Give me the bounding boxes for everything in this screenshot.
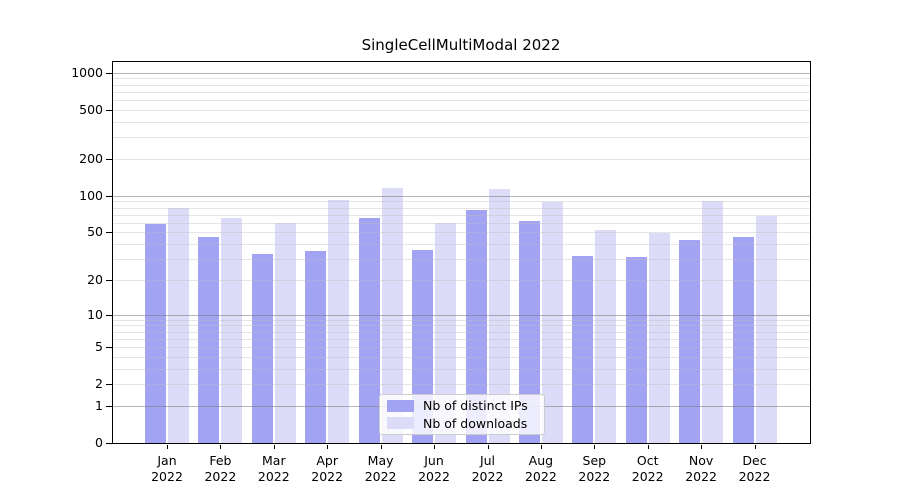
y-tick-10 bbox=[106, 314, 112, 316]
y-tick-label-20: 20 bbox=[87, 271, 103, 287]
bar-distinct-ips-oct bbox=[625, 257, 647, 443]
y-tick-2 bbox=[106, 384, 112, 386]
bar-distinct-ips-may bbox=[358, 217, 380, 443]
y-tick-20 bbox=[106, 279, 112, 281]
bar-distinct-ips-feb bbox=[198, 236, 220, 443]
plot-area bbox=[112, 61, 811, 444]
legend-swatch-distinct-ips bbox=[387, 399, 414, 412]
x-tick-apr bbox=[327, 445, 329, 449]
x-tick-feb bbox=[220, 445, 222, 449]
bar-downloads-aug bbox=[541, 201, 563, 443]
y-tick-label-5: 5 bbox=[95, 339, 103, 354]
x-tick-label-jun: Jun 2022 bbox=[418, 453, 450, 484]
x-tick-label-mar: Mar 2022 bbox=[257, 453, 290, 484]
bar-distinct-ips-mar bbox=[251, 254, 273, 443]
x-tick-label-dec: Dec 2022 bbox=[738, 453, 771, 484]
x-tick-jul bbox=[487, 445, 489, 449]
bar-downloads-mar bbox=[274, 222, 296, 443]
x-tick-may bbox=[380, 445, 382, 449]
y-tick-label-10: 10 bbox=[87, 306, 103, 322]
y-tick-100 bbox=[106, 195, 112, 197]
y-tick-200 bbox=[106, 158, 112, 160]
y-tick-label-1: 1 bbox=[95, 397, 103, 413]
bar-distinct-ips-nov bbox=[679, 240, 701, 443]
y-tick-label-2: 2 bbox=[95, 376, 103, 392]
x-tick-label-jul: Jul 2022 bbox=[471, 453, 504, 484]
bar-downloads-apr bbox=[328, 200, 350, 443]
bar-downloads-oct bbox=[648, 233, 670, 443]
y-tick-1 bbox=[106, 405, 112, 407]
x-tick-aug bbox=[540, 445, 542, 449]
x-tick-sep bbox=[594, 445, 596, 449]
x-tick-label-feb: Feb 2022 bbox=[204, 453, 237, 484]
bar-downloads-jun bbox=[435, 222, 456, 443]
y-tick-1000 bbox=[106, 72, 112, 74]
bar-distinct-ips-jan bbox=[145, 224, 166, 443]
legend-item-downloads: Nb of downloads bbox=[387, 416, 544, 431]
x-tick-jun bbox=[434, 445, 435, 449]
y-tick-500 bbox=[106, 109, 112, 111]
x-tick-dec bbox=[754, 445, 756, 449]
bar-downloads-jul bbox=[488, 188, 510, 443]
y-tick-label-100: 100 bbox=[79, 187, 103, 203]
x-tick-label-may: May 2022 bbox=[364, 453, 397, 484]
y-tick-label-0: 0 bbox=[95, 435, 103, 450]
legend-swatch-downloads bbox=[387, 417, 414, 430]
x-tick-label-sep: Sep 2022 bbox=[578, 453, 611, 484]
x-tick-label-nov: Nov 2022 bbox=[685, 453, 717, 484]
bar-distinct-ips-dec bbox=[732, 236, 754, 443]
chart-title: SingleCellMultiModal 2022 bbox=[361, 36, 561, 54]
x-tick-label-oct: Oct 2022 bbox=[631, 453, 664, 484]
bar-distinct-ips-jul bbox=[465, 209, 487, 443]
bar-distinct-ips-sep bbox=[572, 255, 594, 443]
x-tick-jan bbox=[167, 445, 168, 449]
y-tick-label-500: 500 bbox=[79, 101, 103, 117]
legend-item-distinct-ips: Nb of distinct IPs bbox=[387, 398, 544, 413]
legend: Nb of distinct IPs Nb of downloads bbox=[379, 394, 545, 435]
x-tick-nov bbox=[701, 445, 703, 449]
y-tick-label-50: 50 bbox=[87, 224, 103, 240]
x-tick-label-aug: Aug 2022 bbox=[524, 453, 557, 484]
bar-downloads-nov bbox=[702, 200, 724, 443]
bar-downloads-feb bbox=[221, 217, 243, 443]
legend-label-downloads: Nb of downloads bbox=[423, 415, 528, 431]
x-tick-label-apr: Apr 2022 bbox=[311, 453, 344, 484]
y-tick-50 bbox=[106, 232, 112, 234]
bar-downloads-jan bbox=[168, 207, 189, 443]
y-tick-5 bbox=[106, 347, 112, 348]
bar-distinct-ips-apr bbox=[305, 250, 327, 443]
x-tick-oct bbox=[647, 445, 649, 449]
legend-label-distinct-ips: Nb of distinct IPs bbox=[423, 398, 528, 414]
bar-downloads-dec bbox=[755, 216, 777, 443]
y-tick-0 bbox=[106, 443, 112, 444]
x-tick-mar bbox=[273, 445, 275, 449]
y-tick-label-1000: 1000 bbox=[71, 64, 103, 80]
x-tick-label-jan: Jan 2022 bbox=[151, 453, 183, 484]
bar-downloads-sep bbox=[595, 230, 617, 443]
bars-layer bbox=[113, 62, 810, 443]
bar-distinct-ips-aug bbox=[518, 220, 540, 443]
y-tick-label-200: 200 bbox=[79, 150, 103, 166]
